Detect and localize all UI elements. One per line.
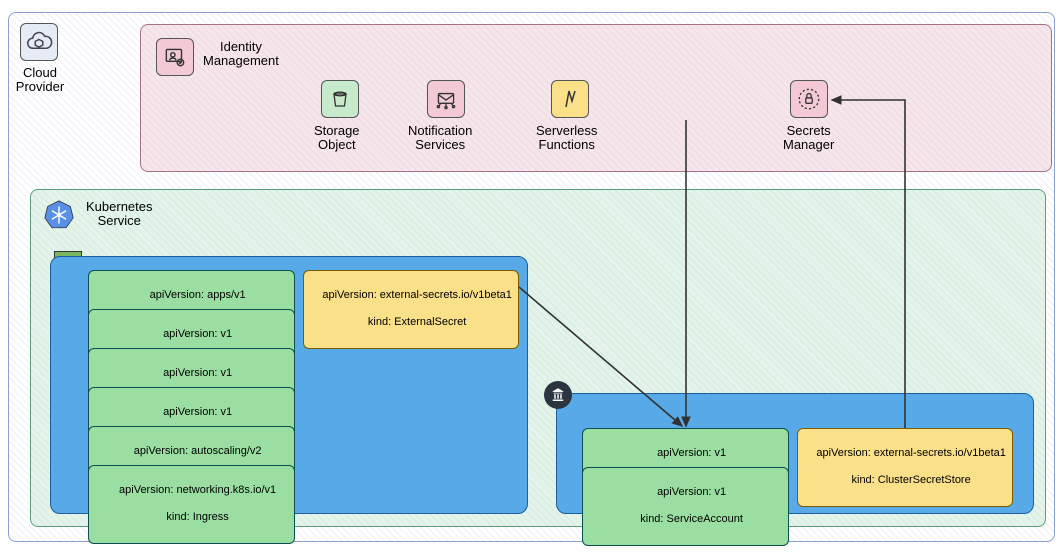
card-text: apiVersion: autoscaling/v2 bbox=[134, 445, 262, 457]
notification-services-label: Notification Services bbox=[408, 124, 472, 153]
right-pod-icon bbox=[544, 381, 572, 409]
identity-management-label: Identity Management bbox=[203, 40, 279, 69]
card-externalsecret: apiVersion: external-secrets.io/v1beta1 … bbox=[303, 270, 519, 349]
serverless-functions-label: Serverless Functions bbox=[536, 124, 597, 153]
cloud-provider-label: Cloud Provider bbox=[12, 66, 68, 95]
card-text: apiVersion: external-secrets.io/v1beta1 bbox=[816, 447, 1006, 459]
card-text: apiVersion: v1 bbox=[163, 406, 232, 418]
card-text: kind: Ingress bbox=[166, 511, 228, 523]
storage-object-icon bbox=[321, 80, 359, 118]
card-text: apiVersion: v1 bbox=[163, 367, 232, 379]
card-text: apiVersion: external-secrets.io/v1beta1 bbox=[322, 289, 512, 301]
card-text: apiVersion: apps/v1 bbox=[150, 289, 246, 301]
card-text: apiVersion: networking.k8s.io/v1 bbox=[119, 484, 276, 496]
diagram-root: Cloud Provider Identity Management Stora… bbox=[0, 0, 1063, 552]
card-text: kind: ExternalSecret bbox=[368, 316, 466, 328]
card-ingress: apiVersion: networking.k8s.io/v1 kind: I… bbox=[88, 465, 295, 544]
card-text: apiVersion: v1 bbox=[657, 447, 726, 459]
storage-object-label: Storage Object bbox=[314, 124, 360, 153]
cloud-provider-icon bbox=[20, 23, 58, 61]
card-text: kind: ServiceAccount bbox=[640, 513, 743, 525]
secrets-manager-label: Secrets Manager bbox=[783, 124, 834, 153]
kubernetes-icon bbox=[42, 198, 76, 232]
card-right-serviceaccount: apiVersion: v1 kind: ServiceAccount bbox=[582, 467, 789, 546]
notification-services-icon bbox=[427, 80, 465, 118]
card-clustersecretstore: apiVersion: external-secrets.io/v1beta1 … bbox=[797, 428, 1013, 507]
serverless-functions-icon bbox=[551, 80, 589, 118]
secrets-manager-icon bbox=[790, 80, 828, 118]
kubernetes-label: Kubernetes Service bbox=[86, 200, 153, 229]
identity-management-icon bbox=[156, 38, 194, 76]
card-text: apiVersion: v1 bbox=[163, 328, 232, 340]
card-text: apiVersion: v1 bbox=[657, 486, 726, 498]
card-text: kind: ClusterSecretStore bbox=[852, 474, 971, 486]
